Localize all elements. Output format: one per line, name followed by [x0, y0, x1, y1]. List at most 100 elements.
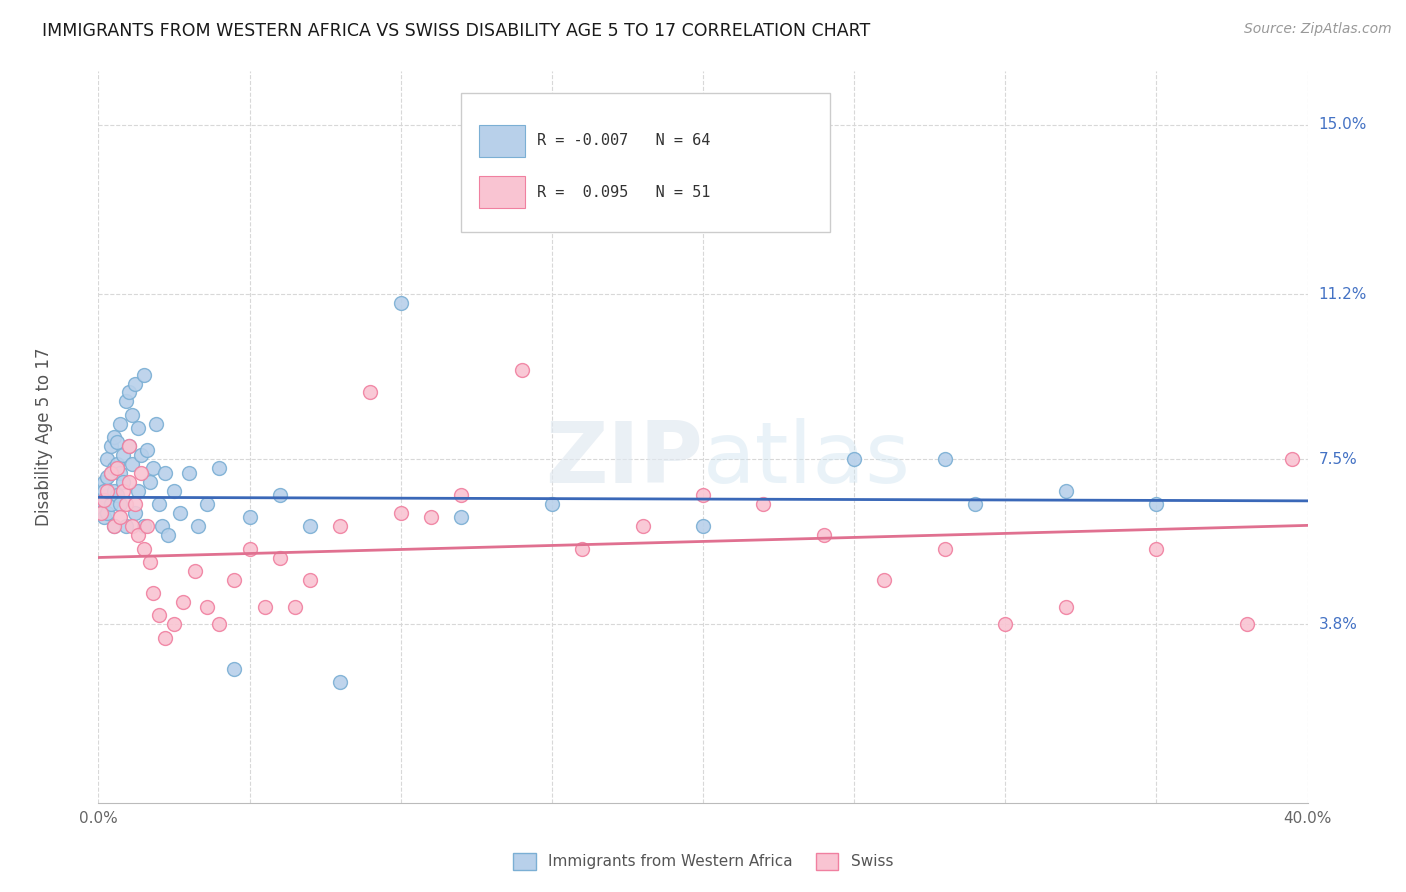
Point [118, 439, 141, 453]
Point [172, 595, 194, 609]
Point [132, 368, 155, 382]
Point [1281, 452, 1303, 467]
Point [269, 550, 291, 565]
Point [299, 573, 322, 587]
Point [994, 617, 1017, 632]
Point [239, 541, 262, 556]
Point [813, 528, 835, 542]
Point [100, 439, 122, 453]
Point [100, 497, 122, 511]
Text: 11.2%: 11.2% [1319, 287, 1367, 301]
Point [163, 617, 186, 632]
Point [187, 519, 209, 533]
Point [253, 599, 276, 614]
Point [135, 519, 157, 533]
Point [103, 483, 125, 498]
Point [153, 631, 176, 645]
Point [90, 501, 112, 516]
Point [1236, 617, 1258, 632]
Point [124, 506, 146, 520]
Text: ZIP: ZIP [546, 417, 703, 500]
Point [114, 497, 136, 511]
Point [96, 506, 118, 520]
Point [450, 488, 472, 502]
Point [100, 466, 122, 480]
Point [1054, 483, 1077, 498]
Point [135, 443, 157, 458]
Point [108, 510, 131, 524]
Point [103, 461, 125, 475]
Point [105, 434, 128, 449]
Point [195, 599, 218, 614]
Point [299, 519, 322, 533]
Point [150, 519, 173, 533]
Point [121, 457, 143, 471]
Point [360, 385, 382, 400]
Point [224, 573, 246, 587]
Point [118, 385, 141, 400]
Point [156, 528, 179, 542]
Point [108, 497, 131, 511]
Point [100, 466, 122, 480]
Point [195, 497, 218, 511]
Point [1144, 497, 1167, 511]
Point [129, 466, 152, 480]
Point [132, 541, 155, 556]
Text: 7.5%: 7.5% [1319, 452, 1357, 467]
Point [108, 466, 131, 480]
Point [148, 497, 170, 511]
Point [96, 452, 118, 467]
Point [934, 452, 956, 467]
Point [103, 430, 125, 444]
Text: Disability Age 5 to 17: Disability Age 5 to 17 [35, 348, 53, 526]
Point [114, 519, 136, 533]
Point [692, 519, 714, 533]
Legend: Immigrants from Western Africa, Swiss: Immigrants from Western Africa, Swiss [506, 847, 900, 876]
Point [450, 510, 472, 524]
Text: R = -0.007   N = 64: R = -0.007 N = 64 [537, 133, 710, 148]
Point [389, 296, 412, 310]
Point [96, 483, 118, 498]
Text: 15.0%: 15.0% [1319, 118, 1367, 132]
Point [540, 497, 562, 511]
Point [389, 506, 412, 520]
Text: IMMIGRANTS FROM WESTERN AFRICA VS SWISS DISABILITY AGE 5 TO 17 CORRELATION CHART: IMMIGRANTS FROM WESTERN AFRICA VS SWISS … [42, 22, 870, 40]
Point [90, 492, 112, 507]
Point [329, 519, 352, 533]
Point [129, 448, 152, 462]
Point [239, 510, 262, 524]
Point [510, 363, 533, 377]
Point [224, 662, 246, 676]
Point [934, 541, 956, 556]
Point [127, 421, 149, 435]
Point [132, 519, 155, 533]
Point [269, 488, 291, 502]
Point [1144, 541, 1167, 556]
FancyBboxPatch shape [479, 125, 526, 157]
Point [844, 452, 866, 467]
Point [127, 483, 149, 498]
Text: R =  0.095   N = 51: R = 0.095 N = 51 [537, 185, 710, 200]
Point [124, 376, 146, 391]
Point [90, 506, 112, 520]
Point [118, 439, 141, 453]
FancyBboxPatch shape [461, 94, 830, 232]
Point [93, 510, 115, 524]
Text: atlas: atlas [703, 417, 911, 500]
Point [752, 497, 775, 511]
Point [105, 461, 128, 475]
Point [284, 599, 307, 614]
Point [148, 608, 170, 623]
Point [93, 492, 115, 507]
FancyBboxPatch shape [479, 176, 526, 208]
Point [114, 394, 136, 409]
Point [93, 483, 115, 498]
Point [105, 488, 128, 502]
Point [153, 466, 176, 480]
Point [139, 555, 162, 569]
Point [420, 510, 443, 524]
Point [163, 483, 186, 498]
Point [111, 483, 134, 498]
Point [103, 519, 125, 533]
Point [631, 519, 654, 533]
